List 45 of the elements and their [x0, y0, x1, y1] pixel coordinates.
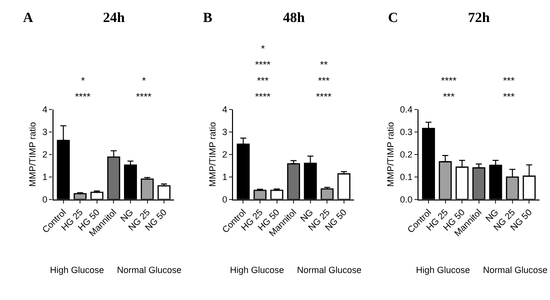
y-tick-label: 4: [42, 104, 48, 115]
chart-title: C: [388, 11, 398, 26]
chart-title: A: [23, 11, 34, 26]
y-axis-title: MMP/TIMP ratio: [208, 122, 218, 187]
text: ***: [443, 92, 455, 103]
text: Normal Glucose: [117, 265, 182, 275]
y-tick-label: 0.2: [400, 150, 413, 160]
chart-subtitle: 72h: [468, 11, 490, 26]
y-tick-label: 0.3: [400, 127, 413, 138]
text: ****: [255, 92, 271, 103]
y-tick-label: 0.0: [400, 194, 413, 204]
y-tick-label: 3: [222, 127, 228, 138]
text: ****: [316, 92, 332, 103]
chart-subtitle: 48h: [283, 11, 305, 26]
y-axis-title: MMP/TIMP ratio: [28, 122, 38, 187]
text: ****: [75, 92, 91, 103]
text: ***: [318, 76, 330, 87]
text: *: [261, 44, 265, 55]
y-axis-title: MMP/TIMP ratio: [385, 122, 396, 187]
text: High Glucose: [50, 265, 104, 275]
text: High Glucose: [416, 265, 470, 275]
y-tick-label: 1: [42, 172, 48, 182]
text: *: [81, 76, 85, 87]
text: ***: [503, 92, 515, 103]
text: ***: [257, 76, 269, 87]
text: ****: [136, 92, 152, 103]
text: Normal Glucose: [483, 265, 548, 275]
y-tick-label: 1: [222, 172, 228, 182]
y-tick-label: 3: [42, 127, 48, 138]
chart-subtitle: 24h: [103, 11, 125, 26]
y-tick-label: 0.4: [400, 104, 413, 115]
text: *: [142, 76, 146, 87]
y-tick-label: 4: [222, 104, 228, 115]
y-tick-label: 2: [42, 150, 48, 160]
y-tick-label: 2: [222, 150, 228, 160]
text: ***: [503, 76, 515, 87]
y-tick-label: 0: [42, 194, 48, 204]
text: **: [320, 60, 328, 71]
chart-title: B: [203, 11, 212, 26]
y-tick-label: 0: [222, 194, 228, 204]
text: ****: [255, 60, 271, 71]
text: High Glucose: [230, 265, 284, 275]
text: ****: [441, 76, 457, 87]
y-tick-label: 0.1: [400, 172, 413, 182]
text: Normal Glucose: [297, 265, 362, 275]
